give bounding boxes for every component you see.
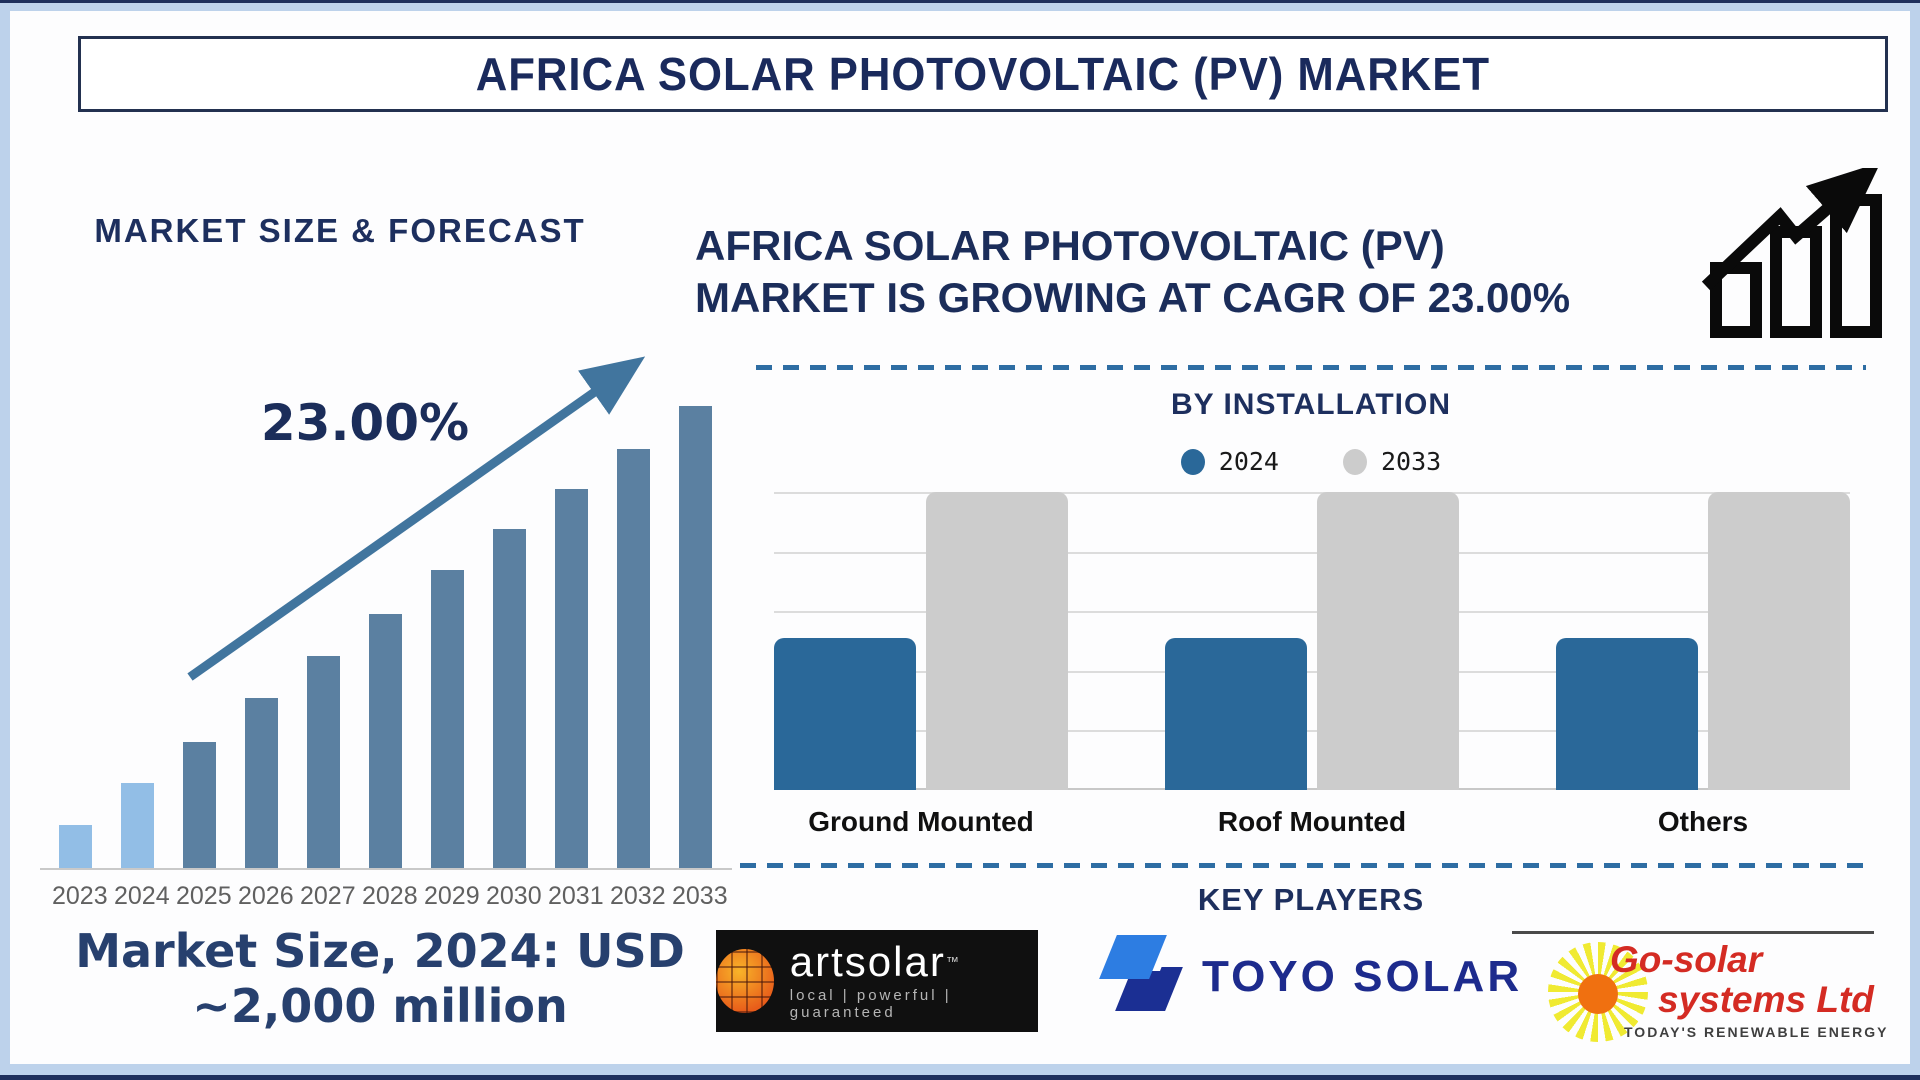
gridline bbox=[774, 670, 1850, 673]
logo-gosolar: Go-solar systems Ltd TODAY'S RENEWABLE E… bbox=[1548, 940, 1888, 1050]
gosolar-text-block: Go-solar systems Ltd TODAY'S RENEWABLE E… bbox=[1610, 939, 1890, 1041]
installation-bar-2033 bbox=[926, 492, 1068, 790]
installation-category-axis: Ground Mounted Roof Mounted Others bbox=[774, 806, 1850, 838]
gridline bbox=[774, 730, 1850, 733]
forecast-bar-column bbox=[114, 406, 160, 868]
category-label: Roof Mounted bbox=[1217, 806, 1407, 837]
year-label-2029: 2029 bbox=[424, 882, 480, 910]
gosolar-name-line1: Go-solar bbox=[1610, 939, 1763, 980]
artsolar-name: artsolar™ bbox=[790, 941, 1038, 983]
forecast-bar-2024 bbox=[120, 783, 154, 868]
installation-group-roof-mounted bbox=[1165, 492, 1459, 790]
gridline bbox=[774, 551, 1850, 554]
gosolar-divider-line bbox=[1512, 931, 1874, 934]
forecast-bar-column bbox=[424, 406, 470, 868]
growth-headline: AFRICA SOLAR PHOTOVOLTAIC (PV) MARKET IS… bbox=[695, 220, 1705, 324]
forecast-bar-2023 bbox=[58, 825, 92, 868]
artsolar-tagline: local | powerful | guaranteed bbox=[789, 987, 952, 1021]
toyo-wordmark: TOYO SOLAR bbox=[1202, 952, 1523, 1001]
installation-group-others bbox=[1556, 492, 1850, 790]
forecast-bar-2030 bbox=[492, 529, 526, 868]
legend-label-2033: 2033 bbox=[1381, 447, 1442, 476]
forecast-chart-title: MARKET SIZE & FORECAST bbox=[94, 212, 586, 249]
gosolar-sun-core bbox=[1578, 974, 1618, 1014]
forecast-bar-2029 bbox=[430, 570, 464, 868]
legend-dot-2033 bbox=[1343, 448, 1367, 475]
baseline bbox=[774, 788, 1850, 790]
toyo-mark-icon bbox=[1098, 935, 1183, 1019]
installation-bar-2033 bbox=[1708, 492, 1850, 790]
forecast-year-axis: 2023 2024 2025 2026 2027 2028 2029 2030 2031 2032… bbox=[52, 882, 728, 911]
key-players-title: KEY PLAYERS bbox=[1197, 882, 1425, 917]
forecast-bar-2025 bbox=[182, 741, 216, 868]
year-label-2024: 2024 bbox=[114, 882, 170, 910]
cagr-annotation: 23.00% bbox=[260, 394, 470, 452]
title-banner: AFRICA SOLAR PHOTOVOLTAIC (PV) MARKET bbox=[78, 36, 1888, 112]
forecast-bar-2031 bbox=[554, 489, 588, 868]
year-label-2031: 2031 bbox=[548, 882, 604, 910]
forecast-bar-column bbox=[548, 406, 594, 868]
forecast-bar-2026 bbox=[244, 697, 278, 868]
installation-bars bbox=[774, 492, 1850, 790]
forecast-bar-column bbox=[486, 406, 532, 868]
gosolar-tagline: TODAY'S RENEWABLE ENERGY bbox=[1624, 1024, 1889, 1040]
market-size-line1: Market Size, 2024: USD bbox=[75, 924, 685, 978]
category-label: Others bbox=[1657, 806, 1749, 837]
legend-item-2033: 2033 bbox=[1343, 447, 1441, 476]
year-label-2026: 2026 bbox=[238, 882, 294, 910]
dashed-divider-top bbox=[756, 365, 1866, 370]
forecast-bar-column bbox=[610, 406, 656, 868]
market-size-line2: ~2,000 million bbox=[192, 979, 568, 1033]
artsolar-wordmark: artsolar bbox=[789, 938, 946, 985]
artsolar-trademark: ™ bbox=[945, 954, 961, 969]
gridline bbox=[774, 611, 1850, 614]
forecast-bar-2028 bbox=[368, 614, 402, 868]
forecast-bar-chart bbox=[52, 406, 718, 868]
installation-bar-2024 bbox=[1165, 638, 1307, 790]
installation-group-ground-mounted bbox=[774, 492, 1068, 790]
year-label-2028: 2028 bbox=[362, 882, 418, 910]
market-size-caption: Market Size, 2024: USD ~2,000 million bbox=[55, 924, 705, 1034]
forecast-bar-column bbox=[300, 406, 346, 868]
artsolar-text-block: artsolar™ local | powerful | guaranteed bbox=[789, 941, 1038, 1022]
growth-chart-icon bbox=[1701, 168, 1882, 338]
gosolar-name-line2: systems Ltd bbox=[1658, 979, 1874, 1020]
forecast-bar-column bbox=[176, 406, 222, 868]
forecast-bar-2027 bbox=[306, 656, 340, 868]
year-label-2032: 2032 bbox=[610, 882, 666, 910]
trend-arrow-icon bbox=[187, 356, 645, 681]
legend-dot-2024 bbox=[1180, 448, 1205, 475]
installation-bar-2024 bbox=[774, 638, 916, 790]
installation-legend: 2024 2033 bbox=[756, 447, 1866, 476]
installation-chart-title: BY INSTALLATION bbox=[1171, 388, 1451, 421]
legend-label-2024: 2024 bbox=[1218, 447, 1279, 476]
category-label: Ground Mounted bbox=[808, 806, 1034, 837]
installation-bar-2033 bbox=[1317, 492, 1459, 790]
forecast-axis-line bbox=[40, 868, 732, 870]
dashed-divider-bottom bbox=[740, 863, 1868, 868]
year-label-2025: 2025 bbox=[176, 882, 232, 910]
forecast-bar-2032 bbox=[616, 448, 650, 868]
forecast-bar-column bbox=[52, 406, 98, 868]
gridline bbox=[774, 492, 1850, 494]
year-label-2033: 2033 bbox=[672, 882, 728, 910]
growth-headline-line2: MARKET IS GROWING AT CAGR OF 23.00% bbox=[695, 274, 1571, 321]
year-label-2023: 2023 bbox=[52, 882, 108, 910]
logo-toyo-solar: TOYO SOLAR bbox=[1098, 935, 1522, 1019]
legend-item-2024: 2024 bbox=[1180, 447, 1279, 476]
forecast-bar-column bbox=[238, 406, 284, 868]
year-label-2027: 2027 bbox=[300, 882, 356, 910]
installation-bar-2024 bbox=[1556, 638, 1698, 790]
year-label-2030: 2030 bbox=[486, 882, 542, 910]
forecast-bar-2033 bbox=[678, 406, 712, 868]
artsolar-sun-icon bbox=[716, 949, 774, 1013]
forecast-bar-column bbox=[672, 406, 718, 868]
installation-bar-chart bbox=[774, 492, 1850, 790]
growth-headline-line1: AFRICA SOLAR PHOTOVOLTAIC (PV) bbox=[695, 222, 1445, 269]
page-title: AFRICA SOLAR PHOTOVOLTAIC (PV) MARKET bbox=[475, 48, 1491, 100]
forecast-bar-column bbox=[362, 406, 408, 868]
logo-artsolar: artsolar™ local | powerful | guaranteed bbox=[716, 930, 1038, 1032]
